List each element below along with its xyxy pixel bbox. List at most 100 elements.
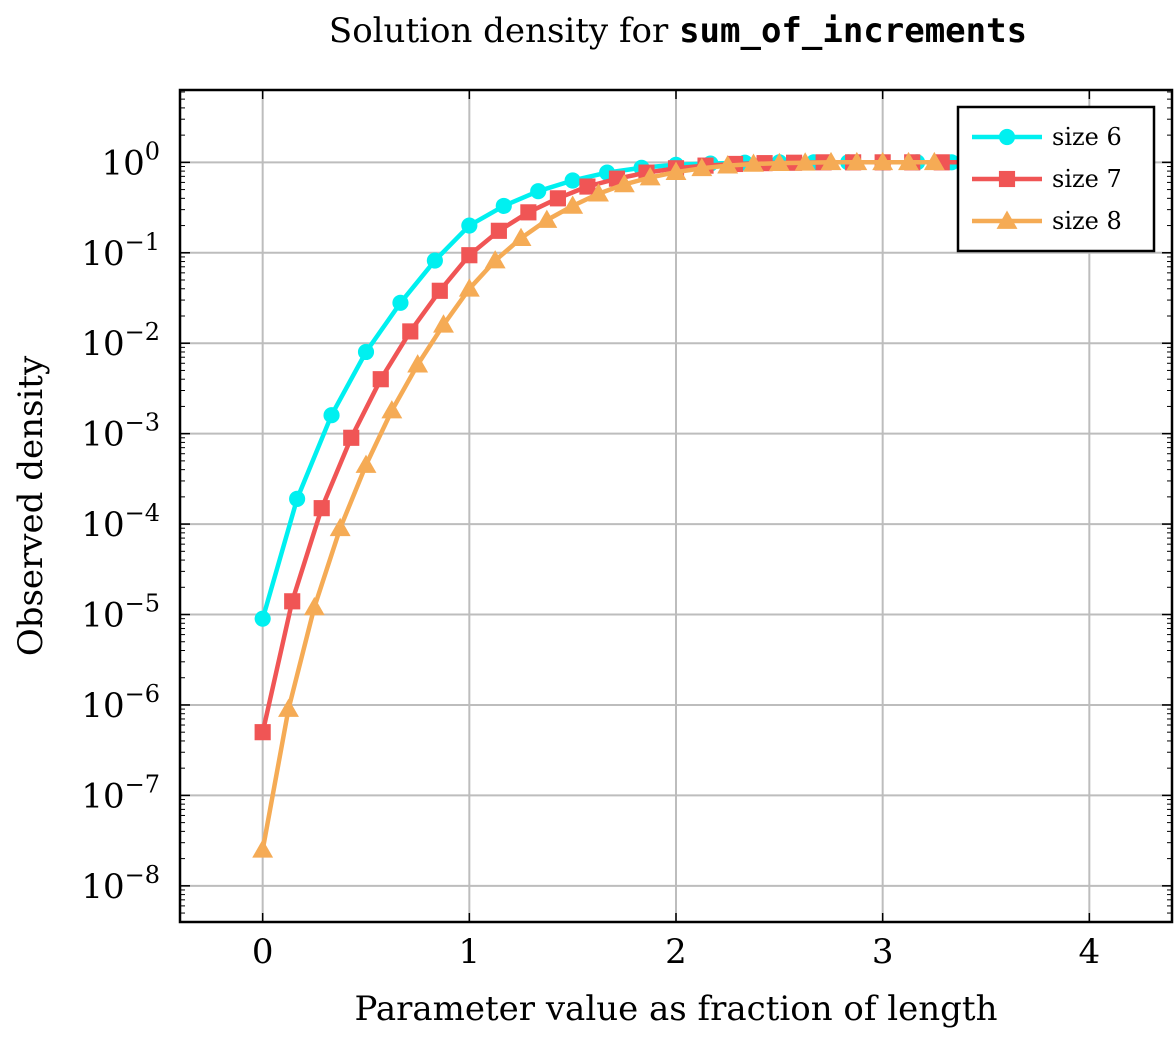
data-point bbox=[357, 343, 375, 361]
data-point bbox=[536, 209, 558, 228]
y-axis-label: Observed density bbox=[11, 355, 51, 656]
data-point bbox=[520, 204, 537, 221]
y-tick-label: 10−2 bbox=[81, 318, 160, 364]
series-layer bbox=[252, 151, 995, 858]
y-tick-exponent: −2 bbox=[125, 318, 160, 346]
data-point bbox=[549, 190, 566, 207]
x-axis-label: Parameter value as fraction of length bbox=[355, 989, 998, 1029]
data-point bbox=[484, 250, 506, 269]
series-8 bbox=[252, 151, 945, 858]
x-tick-label: 0 bbox=[252, 932, 274, 972]
series-7 bbox=[254, 154, 980, 741]
data-point bbox=[846, 151, 868, 171]
data-point bbox=[402, 323, 419, 340]
data-point bbox=[613, 173, 635, 193]
y-tick-exponent: −5 bbox=[125, 590, 160, 618]
data-point bbox=[743, 153, 764, 172]
legend-box bbox=[956, 105, 1156, 253]
data-point bbox=[996, 210, 1018, 229]
x-tick-label: 3 bbox=[872, 932, 894, 972]
chart-title: Solution density for sum_of_increments bbox=[329, 11, 1027, 51]
data-point bbox=[564, 172, 581, 189]
x-tick-labels: 0 1 2 3 4 bbox=[252, 932, 1100, 972]
data-point bbox=[898, 151, 919, 171]
data-point bbox=[407, 354, 429, 373]
legend-label: size 6 bbox=[1052, 123, 1122, 151]
data-point bbox=[278, 698, 299, 717]
data-point bbox=[252, 839, 274, 858]
data-point bbox=[313, 500, 330, 517]
data-point bbox=[530, 183, 547, 200]
x-tick-label: 1 bbox=[459, 932, 481, 972]
chart-title-code: sum_of_increments bbox=[679, 11, 1027, 51]
y-tick-exponent: 0 bbox=[145, 137, 160, 165]
data-point bbox=[461, 217, 478, 234]
y-tick-label: 10−1 bbox=[81, 228, 160, 274]
y-tick-exponent: −1 bbox=[125, 228, 160, 256]
y-tick-label: 10−6 bbox=[81, 680, 160, 726]
data-point bbox=[794, 152, 816, 171]
data-point bbox=[392, 294, 409, 311]
data-point bbox=[562, 195, 584, 214]
data-point bbox=[998, 170, 1016, 188]
data-point bbox=[768, 152, 790, 171]
data-point bbox=[372, 371, 389, 388]
legend: size 6 size 7 size 8 bbox=[956, 105, 1156, 253]
x-tick-label: 2 bbox=[665, 932, 687, 972]
data-point bbox=[495, 197, 512, 214]
y-tick-base: 10 bbox=[101, 143, 144, 183]
data-point bbox=[588, 183, 609, 202]
plot-frame bbox=[178, 88, 1174, 924]
y-tick-exponent: −4 bbox=[125, 499, 160, 527]
series-line bbox=[260, 160, 986, 620]
data-point bbox=[579, 178, 596, 195]
data-point bbox=[717, 155, 739, 174]
data-point bbox=[458, 278, 480, 297]
series-line bbox=[260, 160, 935, 851]
data-point bbox=[381, 400, 403, 419]
legend-label: size 8 bbox=[1052, 207, 1122, 235]
data-point bbox=[254, 724, 271, 741]
y-tick-exponent: −3 bbox=[125, 409, 160, 437]
data-point bbox=[303, 596, 325, 616]
data-point bbox=[284, 593, 301, 610]
data-point bbox=[923, 151, 945, 171]
y-tick-exponent: −7 bbox=[125, 770, 160, 798]
legend-entry: size 7 bbox=[972, 165, 1122, 193]
y-tick-base: 10 bbox=[81, 234, 124, 274]
data-point bbox=[254, 610, 271, 627]
y-tick-exponent: −8 bbox=[125, 861, 160, 889]
data-point bbox=[510, 227, 532, 247]
grid bbox=[180, 90, 1172, 923]
x-tick-label: 4 bbox=[1079, 932, 1101, 972]
y-tick-label: 10−4 bbox=[81, 499, 160, 545]
legend-entry: size 8 bbox=[972, 207, 1122, 235]
y-tick-label: 100 bbox=[101, 137, 160, 183]
data-point bbox=[872, 151, 894, 171]
y-tick-label: 10−3 bbox=[81, 409, 160, 455]
y-tick-label: 10−8 bbox=[81, 861, 160, 907]
y-tick-base: 10 bbox=[81, 596, 124, 636]
data-point bbox=[461, 247, 478, 264]
y-tick-base: 10 bbox=[81, 776, 124, 816]
data-point bbox=[329, 517, 351, 537]
y-tick-base: 10 bbox=[81, 686, 124, 726]
data-point bbox=[490, 222, 507, 239]
series-line bbox=[260, 160, 972, 733]
chart-title-prefix: Solution density for bbox=[329, 11, 679, 51]
legend-entry: size 6 bbox=[972, 123, 1122, 151]
y-tick-base: 10 bbox=[81, 867, 124, 907]
y-tick-exponent: −6 bbox=[125, 680, 160, 708]
y-tick-label: 10−5 bbox=[81, 590, 160, 636]
data-point bbox=[343, 429, 360, 446]
data-point bbox=[289, 490, 306, 507]
data-point bbox=[820, 151, 842, 171]
data-point bbox=[665, 161, 687, 180]
data-point bbox=[639, 167, 661, 186]
data-point bbox=[426, 252, 443, 269]
legend-label: size 7 bbox=[1052, 165, 1122, 193]
data-point bbox=[998, 128, 1016, 146]
y-tick-base: 10 bbox=[81, 505, 124, 545]
